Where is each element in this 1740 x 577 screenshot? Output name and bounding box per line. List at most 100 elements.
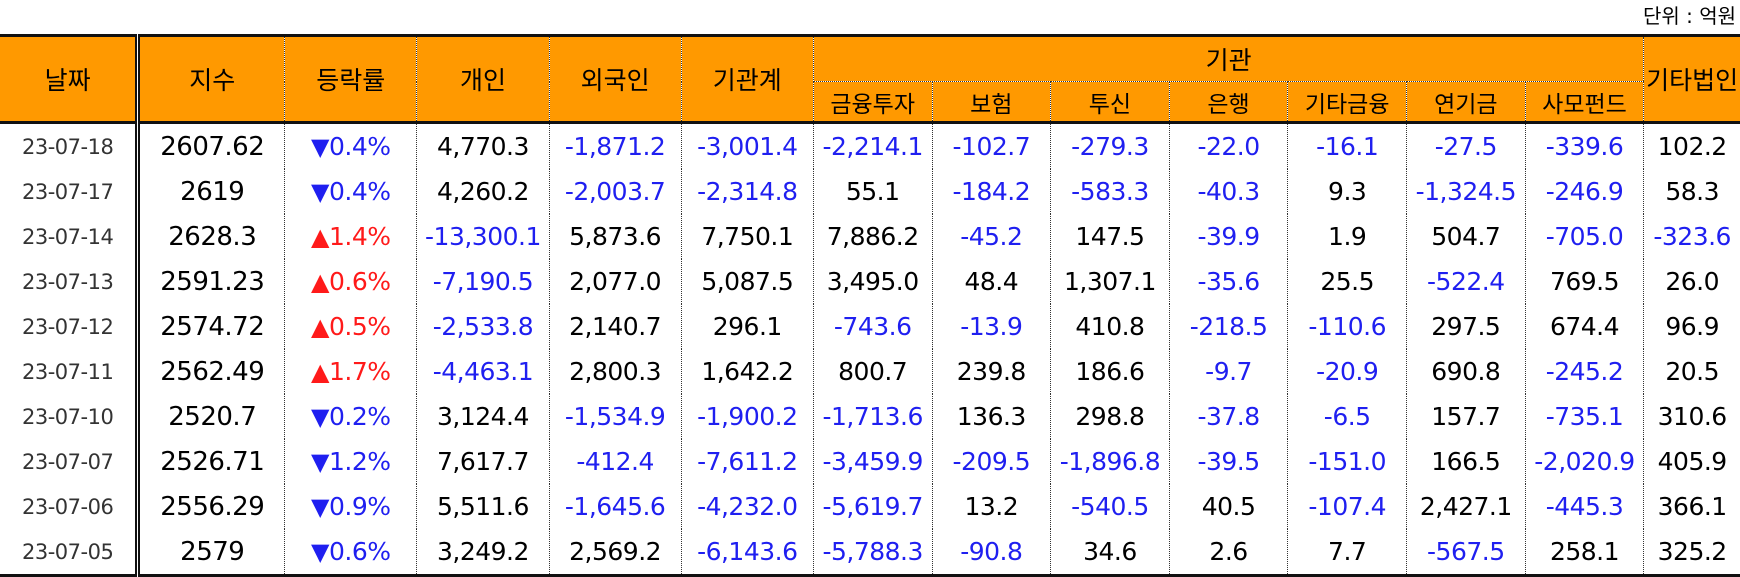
cell-institution-total: -1,900.2 [680, 394, 814, 439]
cell-financial-investment: -5,619.7 [812, 484, 932, 529]
triangle-up-icon: ▲ [311, 268, 329, 296]
cell-investment-trust: -1,896.8 [1050, 439, 1170, 484]
cell-foreign: 2,077.0 [548, 259, 682, 304]
cell-investment-trust: 147.5 [1050, 214, 1170, 259]
cell-insurance: -13.9 [931, 304, 1051, 349]
cell-pension: 504.7 [1406, 214, 1526, 259]
table-row: 23-07-05 2579 ▼0.6% 3,249.2 2,569.2 -6,143.6-… [0, 529, 1740, 577]
change-percent: 0.4% [329, 132, 391, 161]
cell-insurance: -102.7 [931, 122, 1051, 169]
header-private-fund: 사모펀드 [1524, 81, 1644, 123]
cell-index: 2619 [137, 169, 285, 214]
cell-institution-total: 1,642.2 [680, 349, 814, 394]
cell-other-finance: -6.5 [1287, 394, 1407, 439]
change-percent: 0.6% [329, 267, 391, 296]
cell-bank: -9.7 [1168, 349, 1288, 394]
table-row: 23-07-17 2619 ▼0.4% 4,260.2 -2,003.7 -2,314.8… [0, 169, 1740, 214]
cell-date: 23-07-17 [0, 169, 141, 214]
triangle-up-icon: ▲ [311, 358, 329, 386]
cell-institution-total: 7,750.1 [680, 214, 814, 259]
cell-pension: 297.5 [1406, 304, 1526, 349]
cell-foreign: -2,003.7 [548, 169, 682, 214]
cell-insurance: 13.2 [931, 484, 1051, 529]
cell-change: ▼0.4% [284, 122, 417, 169]
cell-individual: -7,190.5 [416, 259, 550, 304]
cell-change: ▼0.4% [284, 169, 417, 214]
cell-insurance: 136.3 [931, 394, 1051, 439]
cell-bank: 2.6 [1168, 529, 1288, 577]
table-row: 23-07-13 2591.23 ▲0.6% -7,190.5 2,077.0 5,087… [0, 259, 1740, 304]
cell-change: ▼0.2% [284, 394, 417, 439]
cell-date: 23-07-18 [0, 122, 141, 169]
cell-index: 2591.23 [137, 259, 285, 304]
cell-other-finance: 1.9 [1287, 214, 1407, 259]
cell-date: 23-07-07 [0, 439, 141, 484]
cell-pension: 157.7 [1406, 394, 1526, 439]
cell-date: 23-07-13 [0, 259, 141, 304]
triangle-down-icon: ▼ [311, 178, 329, 206]
cell-financial-investment: -743.6 [812, 304, 932, 349]
change-percent: 1.7% [329, 357, 391, 386]
table-body: 23-07-18 2607.62 ▼0.4% 4,770.3 -1,871.2 -3,00… [0, 122, 1740, 577]
cell-foreign: -1,645.6 [548, 484, 682, 529]
cell-index: 2574.72 [137, 304, 285, 349]
cell-pension: -27.5 [1406, 122, 1526, 169]
triangle-down-icon: ▼ [311, 448, 329, 476]
cell-foreign: 5,873.6 [548, 214, 682, 259]
cell-individual: 3,249.2 [416, 529, 550, 577]
cell-individual: -4,463.1 [416, 349, 550, 394]
cell-bank: -39.5 [1168, 439, 1288, 484]
cell-insurance: -45.2 [931, 214, 1051, 259]
cell-insurance: -209.5 [931, 439, 1051, 484]
cell-change: ▲1.7% [284, 349, 417, 394]
cell-institution-total: -6,143.6 [680, 529, 814, 577]
table-row: 23-07-07 2526.71 ▼1.2% 7,617.7 -412.4 -7,611.… [0, 439, 1740, 484]
cell-foreign: 2,140.7 [548, 304, 682, 349]
cell-financial-investment: -5,788.3 [812, 529, 932, 577]
header-pension: 연기금 [1406, 81, 1526, 123]
change-percent: 0.4% [329, 177, 391, 206]
unit-label: 단위 : 억원 [1642, 4, 1736, 28]
cell-investment-trust: 410.8 [1050, 304, 1170, 349]
header-change: 등락률 [284, 35, 417, 123]
cell-date: 23-07-05 [0, 529, 141, 577]
cell-private-fund: -735.1 [1524, 394, 1644, 439]
cell-other-corp: 20.5 [1643, 349, 1740, 394]
cell-index: 2562.49 [137, 349, 285, 394]
cell-investment-trust: -583.3 [1050, 169, 1170, 214]
cell-pension: -567.5 [1406, 529, 1526, 577]
cell-other-finance: 25.5 [1287, 259, 1407, 304]
triangle-down-icon: ▼ [311, 403, 329, 431]
cell-index: 2579 [137, 529, 285, 577]
table-row: 23-07-11 2562.49 ▲1.7% -4,463.1 2,800.3 1,642… [0, 349, 1740, 394]
cell-other-corp: 96.9 [1643, 304, 1740, 349]
cell-individual: 5,511.6 [416, 484, 550, 529]
cell-financial-investment: -1,713.6 [812, 394, 932, 439]
cell-date: 23-07-14 [0, 214, 141, 259]
cell-pension: 690.8 [1406, 349, 1526, 394]
cell-other-finance: -107.4 [1287, 484, 1407, 529]
cell-institution-total: 5,087.5 [680, 259, 814, 304]
cell-institution-total: -2,314.8 [680, 169, 814, 214]
table-row: 23-07-10 2520.7 ▼0.2% 3,124.4 -1,534.9 -1,900… [0, 394, 1740, 439]
cell-foreign: -1,534.9 [548, 394, 682, 439]
cell-private-fund: -245.2 [1524, 349, 1644, 394]
cell-institution-total: -4,232.0 [680, 484, 814, 529]
cell-bank: -40.3 [1168, 169, 1288, 214]
change-percent: 1.2% [329, 447, 391, 476]
change-percent: 0.5% [329, 312, 391, 341]
cell-investment-trust: -279.3 [1050, 122, 1170, 169]
cell-private-fund: -339.6 [1524, 122, 1644, 169]
header-index: 지수 [137, 35, 285, 123]
header-financial-investment: 금융투자 [812, 81, 932, 123]
cell-investment-trust: -540.5 [1050, 484, 1170, 529]
change-percent: 0.2% [329, 402, 391, 431]
cell-institution-total: -3,001.4 [680, 122, 814, 169]
cell-other-finance: -110.6 [1287, 304, 1407, 349]
cell-bank: 40.5 [1168, 484, 1288, 529]
cell-date: 23-07-06 [0, 484, 141, 529]
cell-bank: -22.0 [1168, 122, 1288, 169]
cell-date: 23-07-11 [0, 349, 141, 394]
cell-index: 2526.71 [137, 439, 285, 484]
cell-other-corp: 58.3 [1643, 169, 1740, 214]
